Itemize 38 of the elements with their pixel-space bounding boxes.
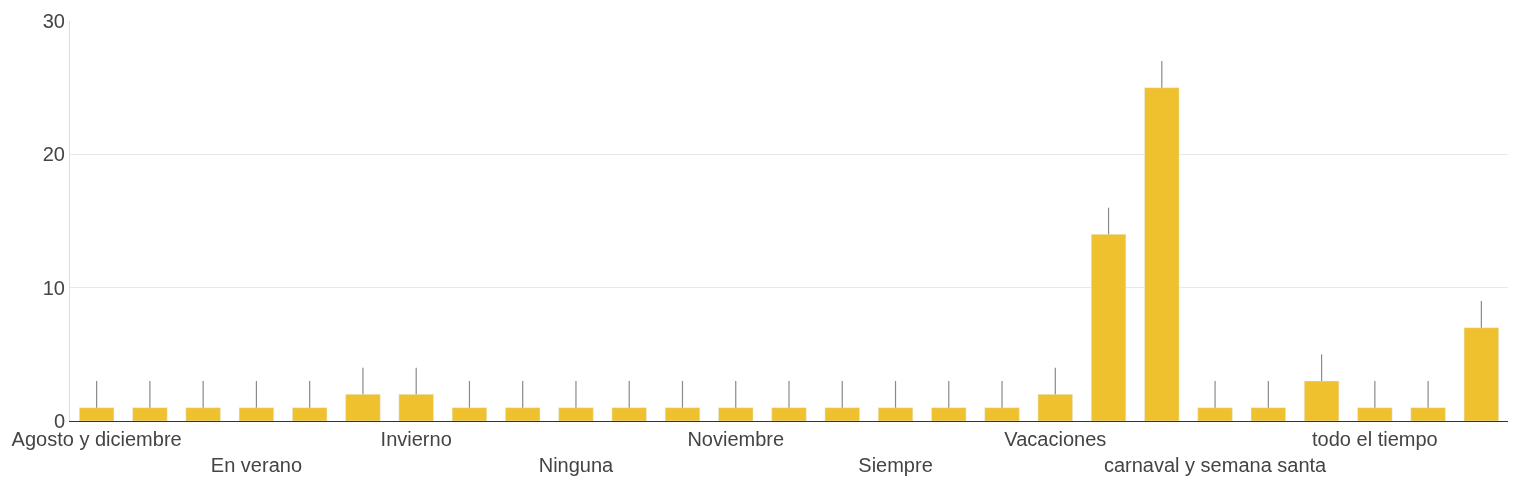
bar: [1197, 407, 1233, 421]
y-tick-label: 30: [42, 10, 65, 32]
bar: [79, 407, 115, 421]
bar: [1037, 394, 1073, 421]
x-tick-label: En verano: [210, 454, 302, 476]
bar: [398, 394, 434, 421]
bar: [664, 407, 701, 421]
bar: [877, 407, 914, 421]
x-tick-label: Ninguna: [538, 454, 615, 476]
x-tick-label: Invierno: [380, 428, 452, 450]
bar: [292, 407, 328, 421]
x-tick-label: todo el tiempo: [1312, 428, 1438, 450]
bar: [1250, 407, 1286, 421]
bar: [824, 407, 860, 421]
bar: [1357, 407, 1393, 421]
bar: [558, 407, 594, 421]
bar: [451, 407, 487, 421]
bar: [345, 394, 381, 421]
bar: [1304, 380, 1340, 421]
bar: [238, 407, 274, 421]
bar: [1463, 327, 1499, 421]
bar: [185, 407, 221, 421]
x-tick-label: Noviembre: [687, 428, 785, 450]
bar: [984, 407, 1020, 421]
y-tick-label: 20: [42, 143, 65, 166]
bar: [1144, 87, 1180, 421]
bar: [1410, 407, 1446, 421]
bar: [132, 407, 168, 421]
bar: [771, 407, 807, 421]
y-tick-label: 10: [42, 276, 65, 299]
x-tick-label: Siempre: [858, 454, 933, 476]
bar: [718, 407, 754, 421]
bar: [611, 407, 647, 421]
bar: [1091, 234, 1127, 421]
x-tick-label: carnaval y semana santa: [1103, 454, 1328, 476]
x-tick-label: Vacaciones: [1004, 428, 1107, 450]
bar: [931, 407, 967, 421]
bar: [505, 407, 541, 421]
